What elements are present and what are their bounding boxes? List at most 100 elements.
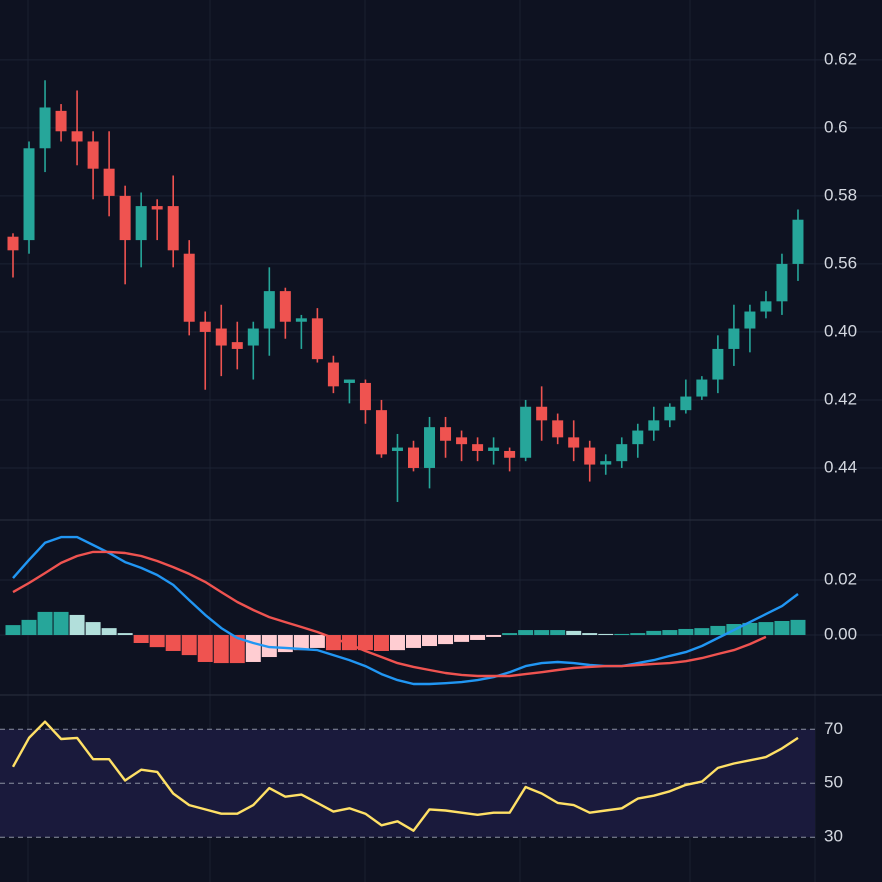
candle-body	[7, 236, 19, 251]
histogram-bar	[293, 635, 309, 651]
histogram-bar	[470, 635, 486, 640]
candle-body	[375, 410, 387, 455]
candle-body	[87, 141, 99, 169]
indicator-line	[12, 550, 767, 678]
candle-body	[343, 379, 355, 383]
histogram-bar	[213, 635, 229, 664]
candle-body	[103, 168, 115, 196]
histogram-bar	[518, 630, 534, 636]
candle-body	[424, 427, 436, 468]
histogram-bar	[662, 630, 678, 636]
candle-body	[760, 301, 772, 312]
candle-body	[616, 444, 628, 462]
histogram-bar	[486, 635, 502, 637]
histogram-bar	[117, 633, 133, 636]
candle-body	[183, 253, 195, 322]
candle-body	[23, 148, 35, 241]
candle-body	[776, 263, 788, 302]
y-tick-label: 70	[824, 719, 843, 738]
histogram-bar	[69, 614, 85, 636]
y-tick-label: 0.02	[824, 569, 857, 588]
candle-body	[536, 406, 548, 421]
histogram-bar	[758, 622, 774, 636]
candle-body	[135, 206, 147, 241]
histogram-bar	[598, 633, 614, 636]
candle-body	[568, 437, 580, 448]
y-tick-label: 50	[824, 773, 843, 792]
candle-body	[39, 107, 51, 149]
histogram-bar	[454, 635, 470, 642]
histogram-bar	[5, 625, 21, 636]
candle-body	[440, 427, 452, 441]
histogram-bar	[181, 635, 197, 656]
histogram-bar	[406, 635, 421, 648]
histogram-bar	[373, 635, 389, 651]
histogram-bar	[630, 633, 646, 636]
candle-body	[664, 406, 676, 421]
candle-body	[680, 396, 692, 411]
y-tick-label: 0.56	[824, 253, 857, 272]
candle-body	[552, 420, 564, 438]
candle-body	[600, 461, 612, 465]
y-tick-label: 0.58	[824, 185, 857, 204]
candle-body	[391, 447, 403, 451]
candle-body	[167, 206, 179, 251]
histogram-bar	[149, 635, 165, 648]
y-tick-label: 0.62	[824, 49, 857, 68]
histogram-bar	[550, 630, 566, 636]
histogram-bar	[133, 635, 149, 643]
histogram-bar	[357, 635, 373, 651]
candle-body	[119, 195, 131, 241]
candle-body	[728, 328, 740, 349]
indicator-line	[12, 535, 799, 686]
histogram-bar	[37, 611, 53, 636]
candle-body	[648, 420, 660, 431]
y-tick-label: 0.44	[824, 457, 857, 476]
histogram-bar	[534, 630, 550, 636]
indicator-line	[11, 720, 799, 832]
candle-body	[504, 450, 516, 458]
histogram-bar	[277, 635, 293, 653]
histogram-bar	[742, 622, 758, 636]
histogram-bar	[165, 635, 181, 651]
candle-body	[696, 379, 708, 397]
candle-body	[584, 447, 596, 465]
candle-body	[520, 406, 532, 458]
histogram-bar	[85, 622, 101, 636]
histogram-bar	[229, 635, 245, 664]
histogram-bar	[774, 620, 790, 636]
histogram-bar	[710, 625, 726, 636]
y-tick-label: 0.42	[824, 389, 857, 408]
y-tick-label: 30	[824, 827, 843, 846]
candle-body	[472, 444, 484, 451]
candle-body	[792, 219, 804, 264]
histogram-bar	[438, 635, 454, 645]
histogram-bar	[101, 628, 117, 636]
histogram-bar	[21, 619, 37, 636]
histogram-bar	[790, 619, 806, 636]
histogram-bar	[582, 633, 598, 636]
candle-body	[55, 110, 67, 132]
histogram-bar	[694, 628, 710, 636]
histogram-bar	[389, 635, 405, 651]
candle-body	[151, 206, 163, 210]
histogram-bar	[502, 633, 518, 636]
candle-body	[247, 328, 259, 346]
candle-body	[295, 318, 307, 322]
candle-body	[231, 342, 243, 349]
candle-body	[408, 447, 419, 468]
histogram-bar	[197, 635, 213, 662]
candle-body	[71, 131, 83, 142]
histogram-bar	[53, 611, 69, 636]
histogram-bar	[245, 635, 261, 662]
candle-body	[263, 291, 275, 329]
candle-body	[215, 328, 227, 346]
histogram-bar	[422, 635, 438, 647]
y-tick-label: 0.6	[824, 117, 848, 136]
histogram-bar	[614, 633, 630, 636]
y-tick-label: 0.40	[824, 321, 857, 340]
candle-body	[632, 430, 644, 445]
candle-body	[359, 382, 371, 411]
